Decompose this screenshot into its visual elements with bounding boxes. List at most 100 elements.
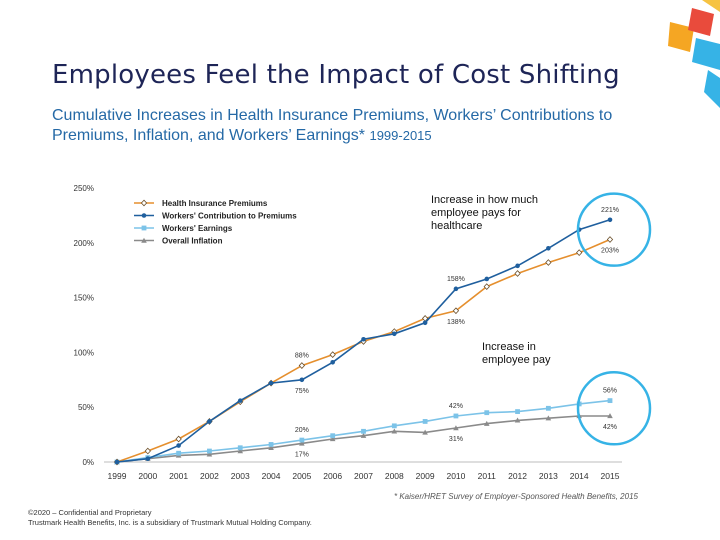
x-tick-label: 2002 xyxy=(200,471,219,481)
highlight-circle xyxy=(576,192,652,267)
data-point xyxy=(268,380,274,386)
x-tick-label: 2013 xyxy=(539,471,558,481)
data-point xyxy=(299,437,305,443)
x-tick-label: 2009 xyxy=(416,471,435,481)
data-point xyxy=(514,417,521,423)
y-tick-label: 100% xyxy=(74,348,94,357)
data-point xyxy=(545,259,552,266)
highlight-circle xyxy=(576,371,652,446)
x-tick-label: 2014 xyxy=(570,471,589,481)
data-label: 221% xyxy=(601,207,619,214)
data-label: 42% xyxy=(603,424,617,431)
data-point xyxy=(453,286,459,292)
legend-marker xyxy=(141,213,147,218)
y-tick-label: 200% xyxy=(74,239,94,248)
data-point xyxy=(453,425,459,431)
x-tick-label: 2015 xyxy=(601,471,620,481)
data-point xyxy=(607,413,613,419)
slide-subtitle: Cumulative Increases in Health Insurance… xyxy=(52,106,672,146)
data-point xyxy=(514,270,521,277)
corner-tile-yellow xyxy=(702,0,720,12)
y-tick-label: 150% xyxy=(74,294,94,303)
data-point xyxy=(144,447,151,455)
data-point xyxy=(299,440,305,446)
x-tick-label: 2007 xyxy=(354,471,373,481)
data-point xyxy=(176,443,181,448)
data-point xyxy=(422,419,428,424)
data-point xyxy=(330,433,336,439)
x-tick-label: 2005 xyxy=(292,471,311,481)
x-tick-label: 1999 xyxy=(108,471,127,481)
data-label: 158% xyxy=(447,276,465,283)
legend-label: Overall Inflation xyxy=(162,237,223,246)
data-point xyxy=(392,331,397,337)
data-point xyxy=(545,415,552,421)
data-point xyxy=(361,336,366,342)
data-point xyxy=(237,398,243,403)
data-point xyxy=(515,409,520,414)
data-point xyxy=(299,377,305,383)
data-point xyxy=(391,423,397,429)
data-point xyxy=(329,436,336,442)
legend-marker xyxy=(141,225,147,231)
data-point xyxy=(483,420,490,426)
y-tick-label: 0% xyxy=(82,458,94,467)
x-tick-label: 2003 xyxy=(231,471,250,481)
data-point xyxy=(207,419,212,424)
legend-marker xyxy=(140,199,148,207)
x-tick-label: 2000 xyxy=(138,471,157,481)
y-tick-label: 250% xyxy=(74,184,94,193)
data-point xyxy=(114,459,120,465)
data-label: 56% xyxy=(603,388,617,395)
data-label: 20% xyxy=(295,427,309,434)
x-tick-label: 2008 xyxy=(385,471,404,481)
legend-label: Workers' Earnings xyxy=(162,224,233,233)
data-point xyxy=(207,448,212,454)
data-point xyxy=(607,398,613,404)
data-label: 31% xyxy=(449,436,463,443)
data-label: 42% xyxy=(449,403,463,410)
data-point xyxy=(484,410,490,416)
data-point xyxy=(483,283,490,291)
footer-confidential: ©2020 – Confidential and Proprietary xyxy=(28,508,152,517)
data-point xyxy=(422,429,428,435)
data-point xyxy=(576,249,583,257)
legend-label: Workers' Contribution to Premiums xyxy=(162,212,297,221)
corner-tile-red xyxy=(688,8,714,36)
data-point xyxy=(546,245,551,251)
corner-tile-blue-2 xyxy=(704,70,720,108)
x-tick-label: 2001 xyxy=(169,471,188,481)
data-point xyxy=(176,450,182,456)
x-tick-label: 2011 xyxy=(478,471,497,481)
data-point xyxy=(515,263,520,269)
callout-pay: Increase in employee pay xyxy=(482,341,551,366)
data-point xyxy=(453,413,459,419)
x-tick-label: 2010 xyxy=(446,471,465,481)
subtitle-years: 1999-2015 xyxy=(369,128,432,143)
source-note: * Kaiser/HRET Survey of Employer-Sponsor… xyxy=(394,492,638,501)
x-tick-label: 2012 xyxy=(508,471,527,481)
data-point xyxy=(360,432,367,438)
data-point xyxy=(237,445,243,451)
data-point xyxy=(329,351,336,358)
corner-graphic xyxy=(668,0,720,108)
x-tick-label: 2006 xyxy=(323,471,342,481)
data-point xyxy=(206,451,213,457)
data-point xyxy=(391,428,398,434)
data-point xyxy=(606,236,614,243)
corner-tile-orange xyxy=(668,22,694,52)
legend-label: Health Insurance Premiums xyxy=(162,199,268,208)
data-label: 17% xyxy=(295,451,309,458)
slide-title: Employees Feel the Impact of Cost Shifti… xyxy=(52,60,620,90)
data-label: 88% xyxy=(295,353,309,360)
x-tick-label: 2004 xyxy=(262,471,281,481)
data-point xyxy=(298,362,306,369)
data-point xyxy=(452,307,460,315)
data-point xyxy=(545,405,551,411)
series-line xyxy=(116,415,610,463)
y-tick-label: 50% xyxy=(78,403,94,412)
subtitle-main: Cumulative Increases in Health Insurance… xyxy=(52,107,613,144)
data-label: 138% xyxy=(447,319,465,326)
footer-company: Trustmark Health Benefits, Inc. is a sub… xyxy=(28,518,312,527)
